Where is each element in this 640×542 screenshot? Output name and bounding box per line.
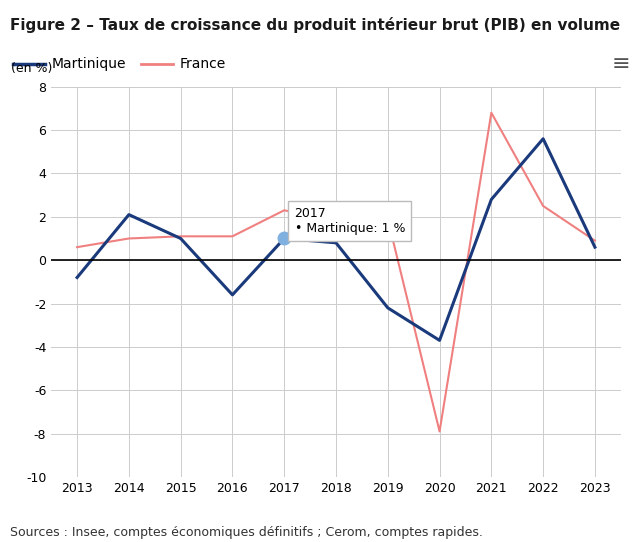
Text: ≡: ≡ bbox=[612, 55, 630, 74]
Text: Figure 2 – Taux de croissance du produit intérieur brut (PIB) en volume: Figure 2 – Taux de croissance du produit… bbox=[10, 17, 620, 34]
Text: (en %): (en %) bbox=[12, 62, 52, 75]
Text: Sources : Insee, comptes économiques définitifs ; Cerom, comptes rapides.: Sources : Insee, comptes économiques déf… bbox=[10, 526, 483, 539]
Text: France: France bbox=[179, 57, 225, 72]
Text: 2017
• Martinique: 1 %: 2017 • Martinique: 1 % bbox=[294, 207, 405, 235]
Text: Martinique: Martinique bbox=[51, 57, 125, 72]
